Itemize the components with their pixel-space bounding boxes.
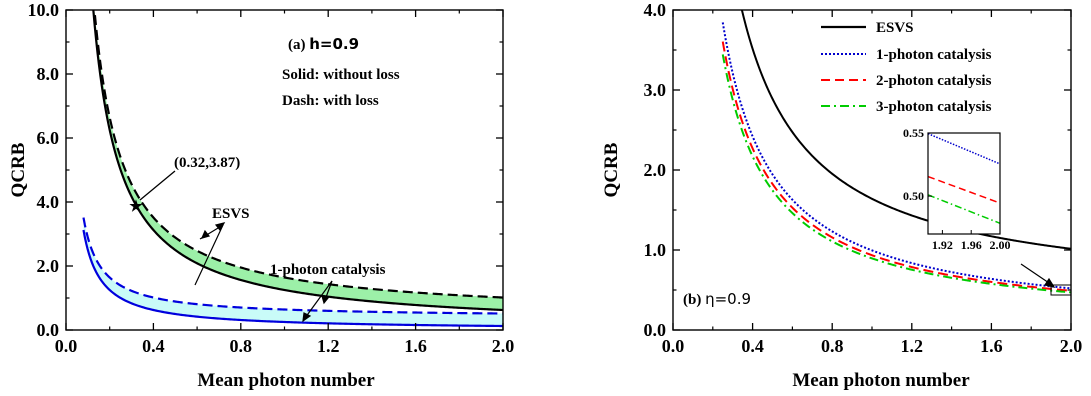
- inset-3-photon-line: [928, 194, 1000, 224]
- catalysis-annotation-label: 1-photon catalysis: [270, 262, 386, 278]
- inset-ytick-label: 0.50: [903, 189, 924, 203]
- inset-frame: [927, 132, 1001, 235]
- inset-2-photon-line: [928, 175, 1000, 204]
- esvs-loss-line: [93, 10, 503, 299]
- panel-a-ytick-label: 10.0: [28, 0, 60, 20]
- panel-b-label: (b) η=0.9: [683, 290, 751, 308]
- panel-b-ylabel: QCRB: [601, 142, 622, 197]
- panel-a-note-dash: Dash: with loss: [282, 93, 379, 109]
- panel-b-ytick-label: 1.0: [644, 240, 667, 260]
- panel-a-xtick-label: 0.4: [142, 336, 165, 356]
- panel-b-ytick-label: 0.0: [644, 320, 667, 340]
- panel-a-label: (a) h=0.9: [288, 35, 359, 53]
- catalysis-loss-band: [83, 217, 503, 326]
- panel-a-xtick-label: 0.0: [55, 336, 78, 356]
- legend-label-3-photon: 3-photon catalysis: [876, 99, 992, 115]
- panel-a-ytick-label: 2.0: [37, 256, 60, 276]
- inset-xtick-label: 1.92: [932, 238, 953, 252]
- panel-b-ytick-label: 4.0: [644, 0, 667, 20]
- panel-b-frame: [672, 9, 1072, 331]
- legend-label-esvs: ESVS: [876, 20, 914, 36]
- panel-a-xtick-label: 1.2: [317, 336, 340, 356]
- inset-ytick-label: 0.55: [903, 126, 924, 140]
- esvs-no-loss-line: [92, 10, 503, 312]
- panel-b-ytick-label: 3.0: [644, 80, 667, 100]
- catalysis-no-loss-line: [82, 229, 503, 328]
- 2-photon-line: [721, 41, 1071, 292]
- inset-xtick-label: 2.00: [990, 238, 1011, 252]
- panel-b-xtick-label: 0.0: [662, 336, 685, 356]
- panel-b-xtick-label: 0.4: [741, 336, 764, 356]
- panel-a-ytick-label: 8.0: [37, 64, 60, 84]
- panel-a-ytick-label: 6.0: [37, 128, 60, 148]
- point-annotation-arrow: [139, 170, 176, 201]
- inset-xtick-label: 1.96: [961, 238, 982, 252]
- zoom-arrow: [1020, 263, 1056, 288]
- esvs-line: [740, 10, 1071, 250]
- point-annotation-label: (0.32,3.87): [174, 155, 240, 171]
- catalysis-annotation-arrows: [302, 280, 333, 323]
- catalysis-loss-line: [82, 217, 503, 315]
- panel-a-ytick-label: 4.0: [37, 192, 60, 212]
- panel-b-xtick-label: 0.8: [821, 336, 844, 356]
- panel-a-ylabel: QCRB: [8, 142, 29, 197]
- inset-1-photon-line: [928, 133, 1000, 165]
- panel-a-note-solid: Solid: without loss: [282, 67, 400, 83]
- 1-photon-line: [721, 22, 1071, 290]
- legend-label-1-photon: 1-photon catalysis: [876, 47, 992, 63]
- panel-a-xtick-label: 2.0: [492, 336, 515, 356]
- legend-label-2-photon: 2-photon catalysis: [876, 73, 992, 89]
- panel-b: 0.0 0.4 0.8 1.2 1.6 2.0 0.0 1.0 2.0 3.0 4.0 Mean p…: [601, 0, 1082, 391]
- point-marker: ★: [129, 199, 143, 215]
- panel-a-xtick-label: 1.6: [404, 336, 427, 356]
- panel-a-xlabel: Mean photon number: [197, 370, 375, 391]
- panel-b-xtick-label: 2.0: [1060, 336, 1083, 356]
- panel-b-xtick-label: 1.6: [980, 336, 1003, 356]
- esvs-annotation-arrows: [194, 222, 226, 286]
- inset: 1.92 1.96 2.00 0.50 0.55: [903, 126, 1011, 252]
- panel-b-xtick-label: 1.2: [901, 336, 924, 356]
- panel-a: 0.0 0.4 0.8 1.2 1.6 2.0 0.0 2.0 4.0 6.0 8.0 10.0 Me…: [8, 0, 514, 391]
- 3-photon-line: [721, 54, 1071, 294]
- panel-a-xtick-label: 0.8: [230, 336, 253, 356]
- panel-a-ytick-label: 0.0: [37, 320, 60, 340]
- zoom-box: [1050, 284, 1072, 296]
- legend: ESVS 1-photon catalysis 2-photon catalys…: [821, 20, 992, 115]
- esvs-annotation-label: ESVS: [212, 206, 250, 222]
- panel-b-ytick-label: 2.0: [644, 160, 667, 180]
- panel-b-xlabel: Mean photon number: [792, 370, 970, 391]
